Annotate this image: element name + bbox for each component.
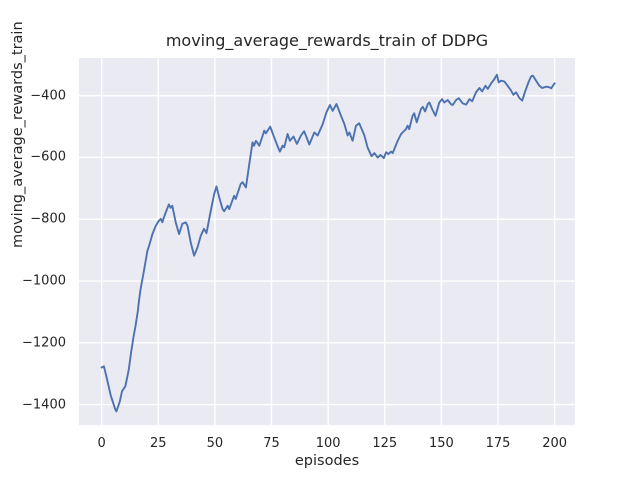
x-tick-label: 100 xyxy=(315,436,341,451)
x-tick-label: 125 xyxy=(372,436,398,451)
x-tick-label: 0 xyxy=(97,436,106,451)
y-tick-label: −800 xyxy=(30,211,66,227)
plot-area xyxy=(79,58,575,425)
y-tick-label: −1400 xyxy=(22,397,66,413)
x-tick-label: 25 xyxy=(149,436,167,451)
x-tick-label: 200 xyxy=(542,436,568,451)
series-line xyxy=(100,73,556,413)
x-tick-label: 150 xyxy=(428,436,454,451)
chart-title: moving_average_rewards_train of DDPG xyxy=(165,31,489,50)
y-tick-label: −400 xyxy=(30,88,66,104)
x-tick-label: 175 xyxy=(485,436,511,451)
x-tick-label: 50 xyxy=(206,436,224,451)
y-tick-label: −600 xyxy=(30,149,66,165)
y-tick-label: −1200 xyxy=(22,335,66,351)
x-tick-label: 75 xyxy=(263,436,280,451)
y-tick-label: −1000 xyxy=(22,273,66,289)
x-axis-label: episodes xyxy=(294,453,360,469)
